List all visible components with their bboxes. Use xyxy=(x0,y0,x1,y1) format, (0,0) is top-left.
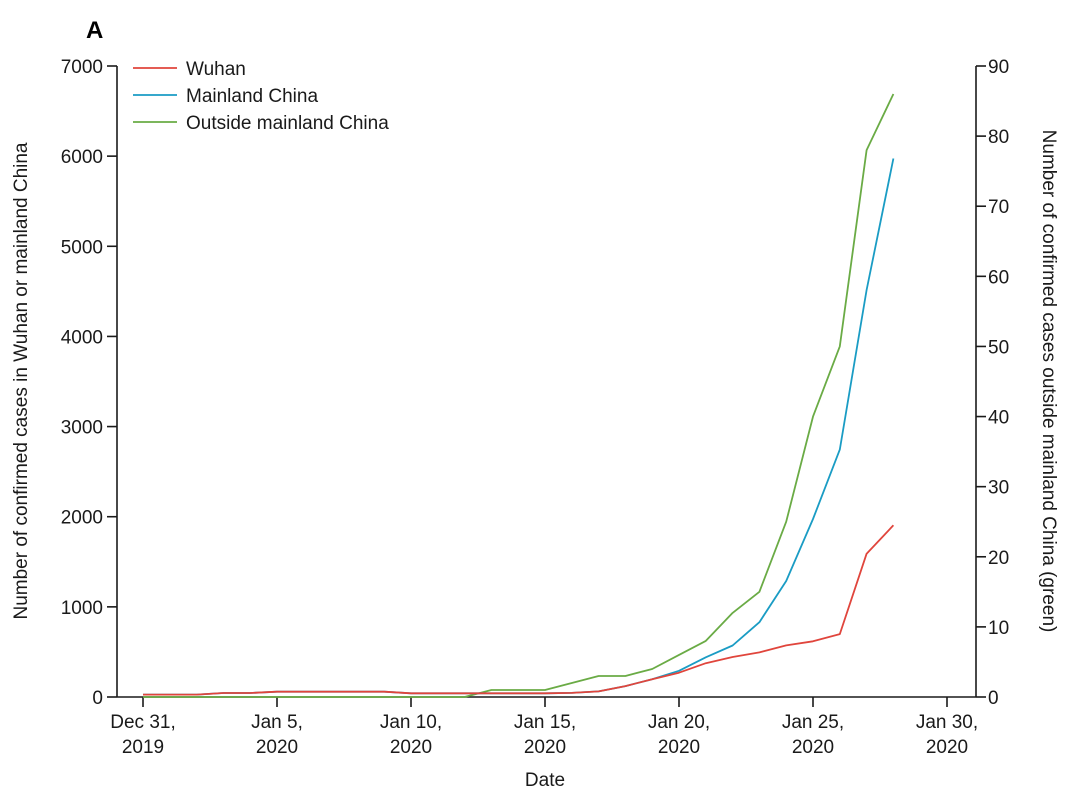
right-y-tick-label: 40 xyxy=(988,408,1009,429)
x-tick-label-line2: 2020 xyxy=(658,737,700,758)
x-tick-label-line1: Jan 5, xyxy=(251,712,303,733)
x-axis-title: Date xyxy=(525,770,565,791)
left-y-tick-label: 4000 xyxy=(61,327,103,348)
legend: Wuhan Mainland China Outside mainland Chin… xyxy=(133,59,389,134)
right-y-tick-label: 30 xyxy=(988,478,1009,499)
axes xyxy=(116,66,977,698)
x-tick-label-line1: Jan 10, xyxy=(380,712,442,733)
right-y-tick-label: 90 xyxy=(988,57,1009,78)
left-y-tick-label: 3000 xyxy=(61,418,103,439)
left-y-tick-label: 5000 xyxy=(61,237,103,258)
left-y-ticks: 0 1000 2000 3000 4000 5000 6000 7000 xyxy=(61,57,117,709)
left-y-tick-label: 7000 xyxy=(61,57,103,78)
left-y-tick-label: 0 xyxy=(92,688,103,709)
right-y-tick-label: 70 xyxy=(988,197,1009,218)
x-tick-label-line1: Jan 20, xyxy=(648,712,710,733)
x-tick-label-line1: Jan 15, xyxy=(514,712,576,733)
x-tick-label-line1: Jan 30, xyxy=(916,712,978,733)
right-y-tick-label: 50 xyxy=(988,337,1009,358)
right-y-tick-label: 60 xyxy=(988,267,1009,288)
x-tick-label-line2: 2020 xyxy=(926,737,968,758)
series-line-wuhan xyxy=(143,524,895,696)
right-y-ticks: 0 10 20 30 40 50 60 70 80 90 xyxy=(976,57,1009,709)
x-tick-label-line1: Jan 25, xyxy=(782,712,844,733)
right-y-tick-label: 20 xyxy=(988,548,1009,569)
x-tick-label-line2: 2020 xyxy=(390,737,432,758)
right-y-axis-title: Number of confirmed cases outside mainla… xyxy=(1038,130,1059,633)
left-y-axis-title: Number of confirmed cases in Wuhan or ma… xyxy=(11,142,32,619)
legend-label-outside-mainland-china: Outside mainland China xyxy=(186,113,389,134)
right-y-tick-label: 0 xyxy=(988,688,999,709)
legend-label-wuhan: Wuhan xyxy=(186,59,246,80)
right-y-tick-label: 10 xyxy=(988,618,1009,639)
x-tick-label-line2: 2019 xyxy=(122,737,164,758)
legend-label-mainland-china: Mainland China xyxy=(186,86,318,107)
x-tick-label-line2: 2020 xyxy=(524,737,566,758)
x-ticks: Dec 31, 2019 Jan 5, 2020 Jan 10, 2020 Jan 15, 2… xyxy=(110,697,978,758)
series-line-outside-mainland-china xyxy=(143,93,895,698)
left-y-tick-label: 2000 xyxy=(61,508,103,529)
x-tick-label-line2: 2020 xyxy=(256,737,298,758)
right-y-tick-label: 80 xyxy=(988,127,1009,148)
panel-label: A xyxy=(86,17,103,44)
x-tick-label-line1: Dec 31, xyxy=(110,712,175,733)
x-tick-label-line2: 2020 xyxy=(792,737,834,758)
left-y-tick-label: 1000 xyxy=(61,598,103,619)
left-y-tick-label: 6000 xyxy=(61,147,103,168)
series-line-mainland-china xyxy=(143,158,895,696)
series-lines xyxy=(143,93,895,698)
